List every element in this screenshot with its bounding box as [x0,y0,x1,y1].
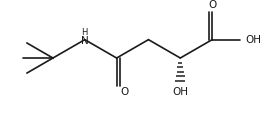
Text: OH: OH [245,35,261,45]
Text: O: O [121,87,129,97]
Text: OH: OH [172,87,188,97]
Text: H: H [82,28,88,37]
Text: N: N [81,36,89,46]
Text: O: O [208,0,216,10]
